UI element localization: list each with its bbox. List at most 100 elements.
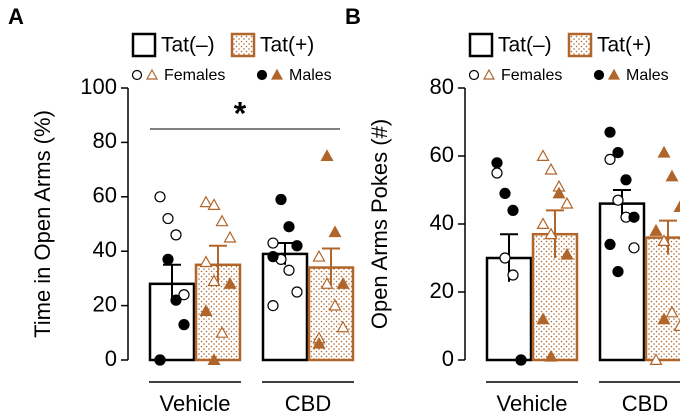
data-point bbox=[604, 126, 616, 138]
y-tick-label: 20 bbox=[93, 291, 117, 316]
legend-symbol bbox=[593, 69, 605, 81]
data-point bbox=[223, 277, 237, 289]
data-point bbox=[312, 336, 326, 349]
data-point bbox=[552, 186, 566, 199]
panel-label: B bbox=[345, 4, 361, 29]
data-point bbox=[336, 277, 350, 289]
data-point bbox=[657, 312, 671, 325]
data-point bbox=[199, 195, 213, 208]
data-point bbox=[544, 227, 558, 240]
significance-label: * bbox=[234, 95, 247, 131]
data-point bbox=[154, 354, 166, 366]
legend-label: Males bbox=[289, 67, 332, 84]
data-point bbox=[328, 298, 342, 311]
data-point bbox=[560, 247, 574, 260]
data-point bbox=[604, 238, 616, 250]
data-point bbox=[215, 214, 229, 227]
y-tick-label: 60 bbox=[430, 142, 454, 167]
data-point bbox=[620, 174, 632, 186]
data-point bbox=[178, 289, 190, 301]
data-point bbox=[604, 153, 616, 165]
legend-symbol bbox=[270, 68, 284, 80]
y-tick-label: 80 bbox=[430, 74, 454, 99]
data-point bbox=[162, 212, 174, 225]
data-point bbox=[536, 217, 550, 229]
legend-symbol bbox=[607, 68, 621, 80]
data-point bbox=[154, 191, 166, 203]
data-point bbox=[665, 169, 679, 182]
data-point bbox=[162, 253, 174, 265]
data-point bbox=[267, 251, 279, 263]
data-point bbox=[665, 305, 679, 318]
data-point bbox=[499, 187, 511, 199]
legend-swatch bbox=[567, 32, 593, 58]
legend-label: Females bbox=[164, 67, 225, 84]
data-point bbox=[544, 162, 558, 175]
data-point bbox=[612, 266, 624, 278]
data-point bbox=[170, 229, 182, 241]
data-point bbox=[320, 149, 334, 161]
data-point bbox=[267, 237, 279, 249]
data-point bbox=[207, 274, 221, 287]
legend-symbol bbox=[468, 69, 480, 81]
legend-label: Females bbox=[501, 67, 562, 84]
data-point bbox=[628, 211, 640, 223]
y-tick-label: 60 bbox=[93, 183, 117, 208]
legend-symbol bbox=[482, 68, 496, 80]
x-tick-label: Vehicle bbox=[497, 391, 568, 416]
data-point bbox=[507, 204, 519, 216]
data-point bbox=[215, 326, 229, 338]
legend-label: Males bbox=[626, 67, 669, 84]
data-point bbox=[649, 224, 663, 236]
data-point bbox=[536, 149, 550, 161]
data-point bbox=[178, 319, 190, 331]
data-point bbox=[283, 264, 295, 276]
legend-symbol bbox=[256, 69, 268, 81]
data-point bbox=[170, 294, 182, 306]
data-point bbox=[199, 255, 213, 268]
data-point bbox=[491, 157, 503, 169]
data-point bbox=[199, 304, 213, 317]
data-point bbox=[291, 240, 303, 252]
legend-swatch bbox=[131, 32, 157, 58]
data-point bbox=[673, 200, 680, 212]
data-point bbox=[491, 167, 503, 179]
x-tick-label: Vehicle bbox=[160, 391, 231, 416]
y-tick-label: 40 bbox=[93, 237, 117, 262]
data-point bbox=[291, 286, 303, 298]
data-point bbox=[275, 193, 287, 206]
data-point bbox=[649, 353, 663, 365]
x-tick-label: CBD bbox=[622, 391, 668, 416]
y-tick-label: 20 bbox=[430, 278, 454, 303]
y-tick-label: 40 bbox=[430, 210, 454, 235]
data-point bbox=[223, 230, 237, 243]
x-tick-label: CBD bbox=[285, 391, 331, 416]
data-point bbox=[267, 300, 279, 312]
data-point bbox=[499, 252, 511, 264]
legend-label: Tat(+) bbox=[260, 34, 314, 57]
legend-label: Tat(+) bbox=[597, 34, 651, 57]
legend-label: Tat(–) bbox=[498, 34, 552, 57]
data-point bbox=[507, 269, 519, 281]
data-point bbox=[207, 353, 221, 365]
y-axis-label: Time in Open Arms (%) bbox=[30, 110, 55, 338]
panel-label: A bbox=[8, 4, 24, 29]
data-point bbox=[544, 349, 558, 362]
y-tick-label: 0 bbox=[442, 346, 454, 371]
data-point bbox=[673, 319, 680, 331]
legend-swatch bbox=[468, 32, 494, 58]
legend-swatch bbox=[230, 32, 256, 58]
data-point bbox=[283, 221, 295, 233]
y-axis-label: Open Arms Pokes (#) bbox=[367, 119, 392, 329]
data-point bbox=[657, 145, 671, 158]
data-point bbox=[612, 147, 624, 159]
data-point bbox=[612, 194, 624, 206]
data-point bbox=[560, 196, 574, 209]
y-tick-label: 100 bbox=[80, 74, 117, 99]
data-point bbox=[320, 277, 334, 289]
data-point bbox=[336, 320, 350, 333]
legend-symbol bbox=[131, 69, 143, 81]
data-point bbox=[515, 354, 527, 366]
data-point bbox=[628, 242, 640, 254]
y-tick-label: 0 bbox=[105, 346, 117, 371]
